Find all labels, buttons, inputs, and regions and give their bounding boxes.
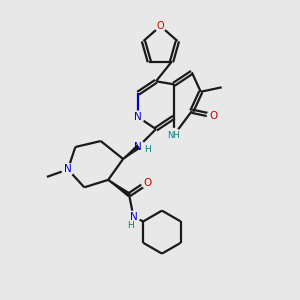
Circle shape [142,178,152,188]
Circle shape [207,110,218,121]
Polygon shape [123,146,139,159]
Text: N: N [134,112,142,122]
Text: N: N [134,142,142,152]
Circle shape [132,111,144,123]
Text: O: O [143,178,151,188]
Text: O: O [209,111,218,121]
Text: N: N [130,212,137,222]
Circle shape [62,164,74,175]
Text: H: H [144,145,151,154]
Text: O: O [157,21,164,31]
Circle shape [155,21,166,32]
Polygon shape [108,180,130,196]
Text: NH: NH [167,130,180,140]
Circle shape [128,211,140,223]
Text: H: H [127,221,134,230]
Text: N: N [64,164,72,174]
Circle shape [131,140,145,154]
Circle shape [167,128,181,142]
